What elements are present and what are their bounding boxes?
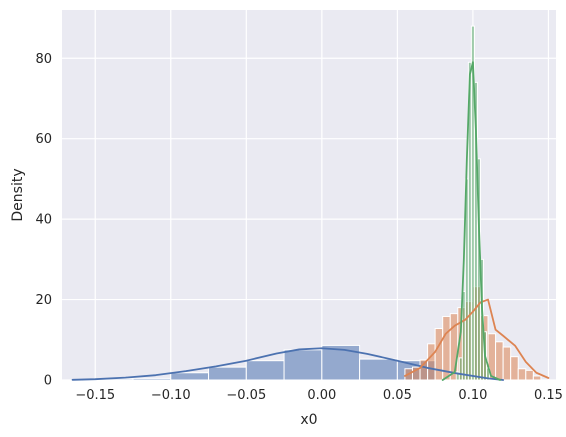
histogram-bar xyxy=(434,328,444,381)
x-tick-label: −0.15 xyxy=(75,388,115,403)
kde-curves xyxy=(71,61,550,381)
histogram-bar xyxy=(170,372,210,381)
histogram-bar xyxy=(517,368,527,381)
x-tick-label: −0.10 xyxy=(151,388,191,403)
y-tick-label: 60 xyxy=(35,132,52,147)
histogram-bar xyxy=(510,356,519,381)
histogram-bar xyxy=(132,377,172,381)
y-tick-label: 40 xyxy=(35,213,52,228)
histogram-bar xyxy=(502,346,512,381)
x-tick-label: 0.10 xyxy=(458,388,487,403)
histogram-bar xyxy=(532,375,542,381)
histogram-bar xyxy=(208,366,247,381)
histogram-bar xyxy=(321,344,361,381)
x-tick-label: 0.05 xyxy=(383,388,412,403)
y-tick-label: 0 xyxy=(44,374,52,389)
kde-line-series-0 xyxy=(71,347,505,381)
x-axis-label: x0 xyxy=(300,412,317,428)
histogram-bar xyxy=(359,358,398,381)
kde-line-series-2 xyxy=(441,61,502,381)
histogram-bar xyxy=(495,341,504,381)
x-tick-label: 0.15 xyxy=(534,388,563,403)
x-tick-label: −0.05 xyxy=(226,388,266,403)
histogram-bar xyxy=(283,349,323,381)
y-axis-ticks: 0 20 40 60 80 xyxy=(35,52,52,389)
histogram-bar xyxy=(245,360,285,381)
kde-line-series-1 xyxy=(404,298,550,379)
y-axis-label: Density xyxy=(10,168,26,221)
y-tick-label: 20 xyxy=(35,293,52,308)
y-tick-label: 80 xyxy=(35,52,52,67)
x-tick-label: 0.00 xyxy=(307,388,336,403)
x-axis-ticks: −0.15 −0.10 −0.05 0.00 0.05 0.10 0.15 xyxy=(75,388,563,403)
histogram-bar xyxy=(525,369,534,381)
histogram-bar xyxy=(427,343,436,381)
